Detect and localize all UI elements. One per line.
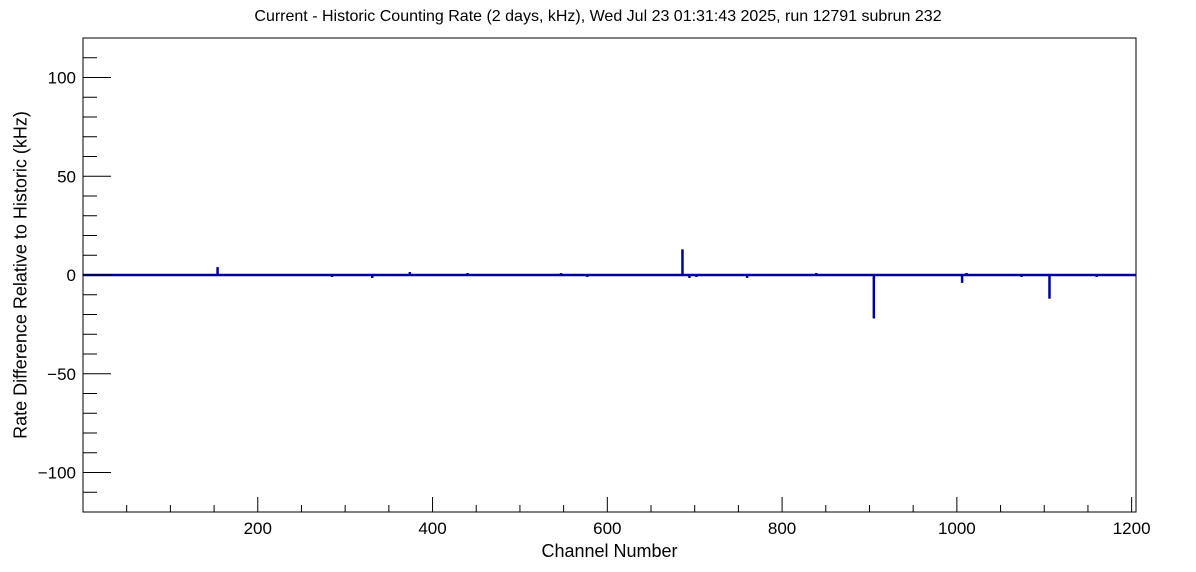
x-tick-label: 1000 — [938, 519, 976, 538]
x-tick-label: 200 — [244, 519, 272, 538]
x-tick-label: 600 — [593, 519, 621, 538]
chart-title: Current - Historic Counting Rate (2 days… — [254, 8, 942, 25]
x-axis-title: Channel Number — [541, 541, 678, 561]
y-tick-label: −100 — [38, 464, 76, 483]
y-tick-label: 0 — [67, 266, 76, 285]
histogram-line — [83, 249, 1136, 319]
y-tick-label: −50 — [47, 365, 76, 384]
x-tick-label: 800 — [768, 519, 796, 538]
y-tick-label: 100 — [48, 69, 76, 88]
x-tick-label: 400 — [418, 519, 446, 538]
y-axis-title: Rate Difference Relative to Historic (kH… — [10, 111, 31, 439]
y-tick-label: 50 — [57, 167, 76, 186]
x-tick-label: 1200 — [1113, 519, 1151, 538]
x-axis: 200 400 600 800 1000 1200 — [126, 497, 1151, 538]
y-axis: −100 −50 0 50 100 — [38, 57, 111, 493]
